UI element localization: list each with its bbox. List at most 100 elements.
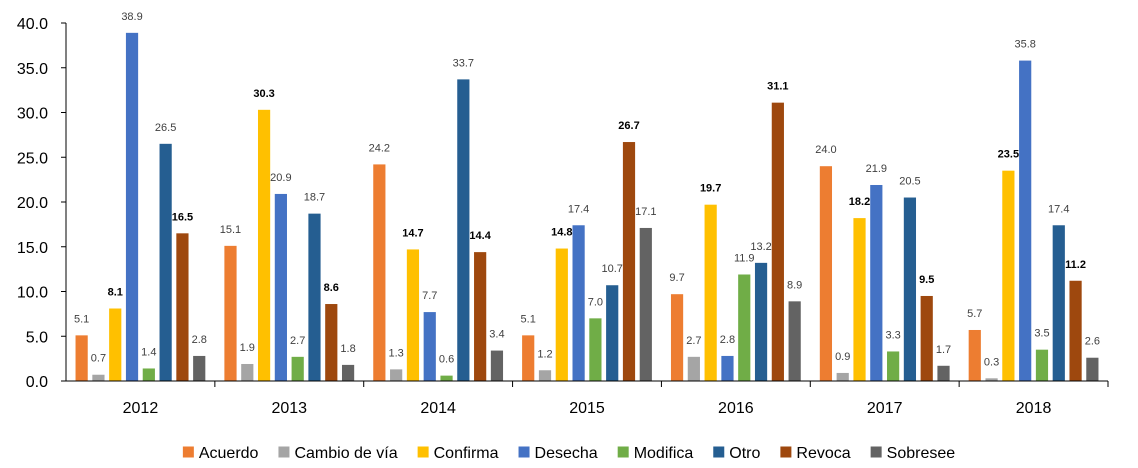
x-category-label: 2018 <box>1016 400 1052 417</box>
data-label: 14.4 <box>469 230 491 242</box>
bar-confirma-2012 <box>109 308 122 381</box>
y-tick-label: 30.0 <box>17 106 48 123</box>
legend-swatch-modifica <box>617 446 629 458</box>
data-label: 14.8 <box>551 227 572 239</box>
bar-otro-2015 <box>606 285 619 381</box>
bar-desecha-2015 <box>572 225 585 381</box>
data-label: 0.6 <box>439 354 454 366</box>
data-label: 7.7 <box>422 290 437 302</box>
bar-desecha-2012 <box>125 32 139 381</box>
bar-desecha-2018 <box>1019 60 1032 382</box>
bar-cambio-de-v-a-2016 <box>687 356 700 381</box>
bar-cambio-de-v-a-2015 <box>538 370 552 381</box>
bar-otro-2017 <box>903 197 917 381</box>
data-label: 38.9 <box>121 11 142 23</box>
legend-label: Revoca <box>796 445 850 462</box>
bar-otro-2018 <box>1052 225 1065 381</box>
bar-confirma-2018 <box>1002 170 1015 381</box>
data-label: 8.1 <box>108 287 123 299</box>
data-label: 1.3 <box>388 347 403 359</box>
bar-modifica-2014 <box>440 375 453 381</box>
bar-desecha-2013 <box>274 193 287 381</box>
data-label: 8.6 <box>324 282 339 294</box>
data-label: 1.7 <box>936 344 951 356</box>
legend-label: Confirma <box>434 445 499 462</box>
bar-acuerdo-2015 <box>522 335 535 381</box>
data-label: 31.1 <box>767 81 788 93</box>
bar-acuerdo-2018 <box>968 329 981 381</box>
bar-acuerdo-2013 <box>224 245 237 381</box>
x-category-label: 2017 <box>867 400 903 417</box>
bar-modifica-2018 <box>1035 349 1049 381</box>
legend-label: Modifica <box>634 445 694 462</box>
data-label: 5.1 <box>74 313 89 325</box>
legend-swatch-otro <box>713 446 725 458</box>
bar-revoca-2013 <box>325 304 338 381</box>
data-label: 2.6 <box>1085 336 1100 348</box>
data-label: 23.5 <box>998 149 1019 161</box>
data-label: 13.2 <box>750 241 771 253</box>
data-labels: 5.1 0.7 8.1 38.9 1.4 26.5 16.5 2.8 15.1 1.9 30.3 20… <box>74 11 1100 368</box>
data-label: 1.9 <box>240 342 255 354</box>
bar-modifica-2015 <box>589 318 602 381</box>
data-label: 17.4 <box>1048 203 1069 215</box>
data-label: 30.3 <box>253 88 274 100</box>
data-label: 26.5 <box>155 122 176 134</box>
y-tick-label: 5.0 <box>26 329 48 346</box>
data-label: 21.9 <box>866 163 887 175</box>
legend-swatch-desecha <box>518 446 530 458</box>
data-label: 5.1 <box>521 313 536 325</box>
x-category-label: 2014 <box>420 400 456 417</box>
data-label: 20.9 <box>270 172 291 184</box>
data-label: 0.3 <box>984 356 999 368</box>
data-label: 3.3 <box>885 329 900 341</box>
data-label: 2.8 <box>192 334 207 346</box>
data-label: 20.5 <box>899 176 920 188</box>
data-label: 1.8 <box>340 343 355 355</box>
legend-swatch-confirma <box>417 446 429 458</box>
bar-otro-2012 <box>159 143 172 381</box>
bar-desecha-2017 <box>870 184 883 381</box>
data-label: 24.0 <box>815 144 836 156</box>
data-label: 16.5 <box>172 211 193 223</box>
y-tick-label: 15.0 <box>17 240 48 257</box>
bar-revoca-2016 <box>771 102 784 381</box>
x-category-label: 2012 <box>123 400 159 417</box>
legend: Acuerdo Cambio de vía Confirma Desecha Modif… <box>182 445 956 462</box>
bar-otro-2013 <box>308 213 321 381</box>
bar-cambio-de-v-a-2012 <box>92 374 105 381</box>
x-category-label: 2016 <box>718 400 754 417</box>
data-label: 9.5 <box>919 274 934 286</box>
data-label: 26.7 <box>618 120 639 132</box>
data-label: 7.0 <box>588 296 603 308</box>
bar-revoca-2017 <box>920 295 933 381</box>
bar-desecha-2014 <box>423 312 436 381</box>
data-label: 14.7 <box>402 227 423 239</box>
data-label: 2.7 <box>686 335 701 347</box>
bar-cambio-de-v-a-2013 <box>241 363 254 381</box>
bar-modifica-2012 <box>142 368 155 381</box>
bar-revoca-2014 <box>474 252 487 381</box>
bar-revoca-2018 <box>1069 280 1082 381</box>
x-category-label: 2013 <box>271 400 307 417</box>
legend-label: Sobresee <box>887 445 956 462</box>
bar-sobresee-2018 <box>1086 357 1099 381</box>
data-label: 2.8 <box>720 334 735 346</box>
bar-confirma-2016 <box>704 204 717 381</box>
bar-sobresee-2014 <box>490 350 504 381</box>
data-label: 17.4 <box>568 203 589 215</box>
bar-cambio-de-v-a-2017 <box>836 372 849 381</box>
bar-modifica-2013 <box>291 356 304 381</box>
bar-modifica-2017 <box>887 351 900 381</box>
bar-modifica-2016 <box>738 274 751 381</box>
bar-revoca-2015 <box>622 142 636 381</box>
data-label: 1.2 <box>537 348 552 360</box>
bar-sobresee-2015 <box>639 227 652 381</box>
legend-label: Otro <box>729 445 760 462</box>
x-axis: 2012 2013 2014 2015 2016 2017 2018 <box>66 380 1109 417</box>
legend-swatch-cambio-de-v-a <box>278 446 290 458</box>
y-tick-label: 20.0 <box>17 195 48 212</box>
data-label: 19.7 <box>700 183 721 195</box>
